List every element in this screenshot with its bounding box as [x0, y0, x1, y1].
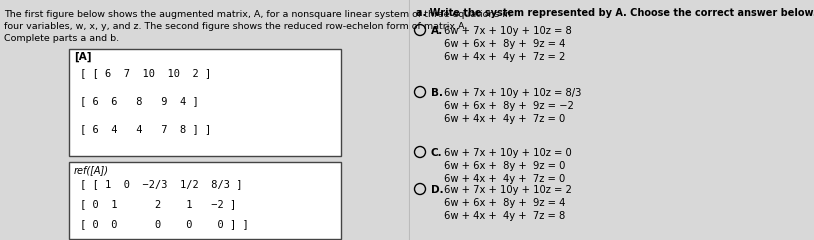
Text: 6w + 7x + 10y + 10z = 8/3: 6w + 7x + 10y + 10z = 8/3 [444, 88, 581, 98]
Text: a. Write the system represented by A. Choose the correct answer below.: a. Write the system represented by A. Ch… [416, 8, 814, 18]
Text: [ 0  1      2    1   −2 ]: [ 0 1 2 1 −2 ] [80, 199, 236, 209]
Text: 6w + 7x + 10y + 10z = 2: 6w + 7x + 10y + 10z = 2 [444, 185, 571, 195]
Text: A.: A. [431, 26, 443, 36]
Text: [ [ 6  7  10  10  2 ]: [ [ 6 7 10 10 2 ] [80, 68, 212, 78]
Text: [A]: [A] [74, 52, 91, 62]
Text: ref([A]): ref([A]) [74, 165, 109, 175]
Text: Complete parts a and b.: Complete parts a and b. [4, 34, 119, 43]
Text: four variables, w, x, y, and z. The second figure shows the reduced row-echelon : four variables, w, x, y, and z. The seco… [4, 22, 467, 31]
Text: 6w + 6x +  8y +  9z = 4: 6w + 6x + 8y + 9z = 4 [444, 198, 565, 208]
Text: The first figure below shows the augmented matrix, A, for a nonsquare linear sys: The first figure below shows the augment… [4, 10, 511, 19]
Text: [ 0  0      0    0    0 ] ]: [ 0 0 0 0 0 ] ] [80, 219, 249, 229]
Text: B.: B. [431, 88, 443, 98]
Text: 6w + 6x +  8y +  9z = 0: 6w + 6x + 8y + 9z = 0 [444, 161, 565, 171]
Text: 6w + 6x +  8y +  9z = 4: 6w + 6x + 8y + 9z = 4 [444, 39, 565, 49]
FancyBboxPatch shape [69, 49, 341, 156]
Text: 6w + 4x +  4y +  7z = 0: 6w + 4x + 4y + 7z = 0 [444, 114, 565, 124]
Text: 6w + 6x +  8y +  9z = −2: 6w + 6x + 8y + 9z = −2 [444, 101, 573, 111]
Text: 6w + 4x +  4y +  7z = 2: 6w + 4x + 4y + 7z = 2 [444, 52, 565, 62]
FancyBboxPatch shape [69, 162, 341, 239]
Text: [ [ 1  0  −2/3  1/2  8/3 ]: [ [ 1 0 −2/3 1/2 8/3 ] [80, 179, 243, 189]
Text: 6w + 7x + 10y + 10z = 0: 6w + 7x + 10y + 10z = 0 [444, 148, 571, 158]
Text: 6w + 7x + 10y + 10z = 8: 6w + 7x + 10y + 10z = 8 [444, 26, 571, 36]
Text: [ 6  4   4   7  8 ] ]: [ 6 4 4 7 8 ] ] [80, 124, 212, 134]
Text: C.: C. [431, 148, 442, 158]
Text: D.: D. [431, 185, 443, 195]
Text: [ 6  6   8   9  4 ]: [ 6 6 8 9 4 ] [80, 96, 199, 106]
Text: 6w + 4x +  4y +  7z = 0: 6w + 4x + 4y + 7z = 0 [444, 174, 565, 184]
Text: 6w + 4x +  4y +  7z = 8: 6w + 4x + 4y + 7z = 8 [444, 211, 565, 221]
